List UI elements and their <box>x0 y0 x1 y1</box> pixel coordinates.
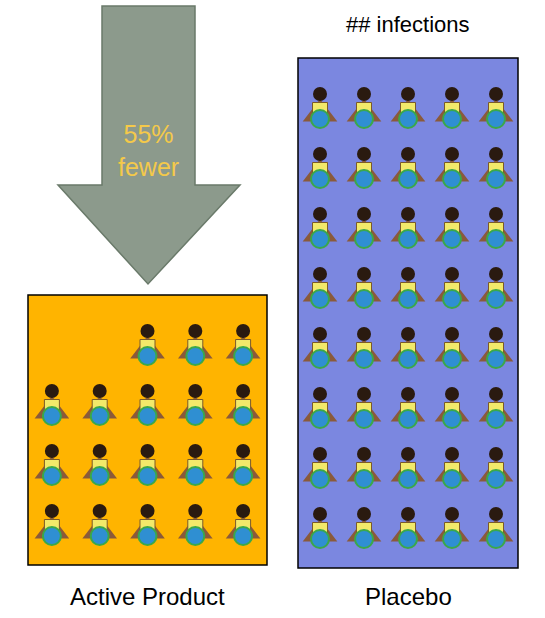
svg-text:Placebo: Placebo <box>365 583 452 610</box>
svg-text:## infections: ## infections <box>346 12 470 37</box>
svg-text:Active Product: Active Product <box>70 583 225 610</box>
svg-text:55%fewer: 55%fewer <box>118 120 179 181</box>
